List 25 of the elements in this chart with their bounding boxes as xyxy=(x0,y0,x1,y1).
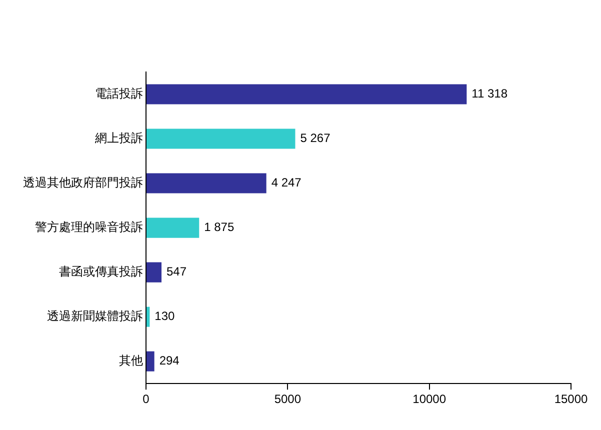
y-tick-label: 警方處理的噪音投訴 xyxy=(35,220,143,234)
bar xyxy=(146,84,467,104)
bar xyxy=(146,218,200,238)
y-tick-label: 透過其他政府部門投訴 xyxy=(23,176,143,190)
data-label: 294 xyxy=(159,354,180,368)
data-label: 1 875 xyxy=(204,220,234,234)
x-tick-label: 5000 xyxy=(274,392,302,406)
bar xyxy=(146,351,154,372)
bar xyxy=(146,173,266,194)
data-label: 130 xyxy=(154,309,176,324)
x-tick-label: 0 xyxy=(142,392,150,406)
y-tick-label: 書函或傳真投訴 xyxy=(59,264,143,279)
y-tick-label: 其他 xyxy=(119,354,143,368)
data-label: 4 247 xyxy=(271,176,302,190)
data-label: 11 318 xyxy=(472,86,508,101)
x-tick-label: 10000 xyxy=(412,392,446,406)
bar xyxy=(146,262,162,282)
bar xyxy=(146,306,150,327)
data-label: 5 267 xyxy=(300,131,331,146)
data-label: 547 xyxy=(166,264,187,279)
y-tick-label: 網上投訴 xyxy=(94,131,143,146)
x-tick-label: 15000 xyxy=(554,392,588,406)
y-tick-label: 透過新聞媒體投訴 xyxy=(47,309,143,324)
y-tick-label: 電話投訴 xyxy=(95,86,143,101)
bar xyxy=(146,128,296,149)
